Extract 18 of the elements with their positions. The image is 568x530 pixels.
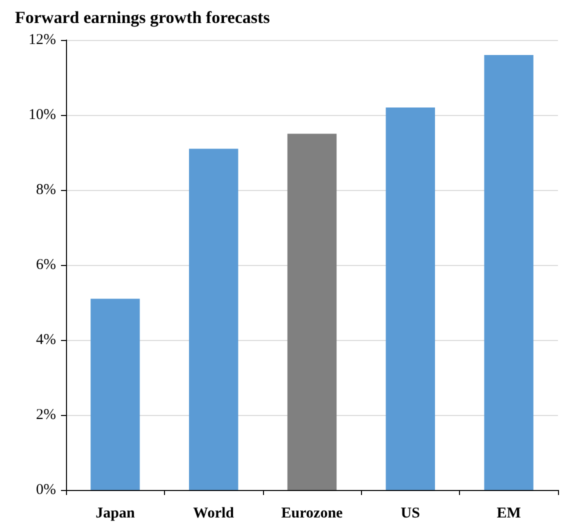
bar — [90, 298, 140, 490]
y-tick-label: 4% — [36, 332, 56, 348]
y-tick-label: 8% — [36, 182, 56, 198]
y-tick-label: 0% — [36, 482, 56, 498]
x-tick-label: US — [400, 506, 420, 522]
y-tick-label: 6% — [36, 257, 56, 273]
y-tick-label: 12% — [28, 32, 56, 48]
bar — [386, 108, 435, 490]
y-tick-label: 10% — [28, 107, 56, 123]
bar — [484, 55, 534, 490]
bar — [189, 148, 238, 490]
bar — [287, 134, 337, 490]
x-tick-label: World — [193, 506, 235, 522]
x-tick-label: Eurozone — [281, 506, 344, 522]
x-tick-label: Japan — [96, 506, 136, 522]
y-tick-label: 2% — [36, 407, 56, 423]
chart-title: Forward earnings growth forecasts — [15, 8, 270, 27]
x-tick-label: EM — [496, 506, 521, 522]
